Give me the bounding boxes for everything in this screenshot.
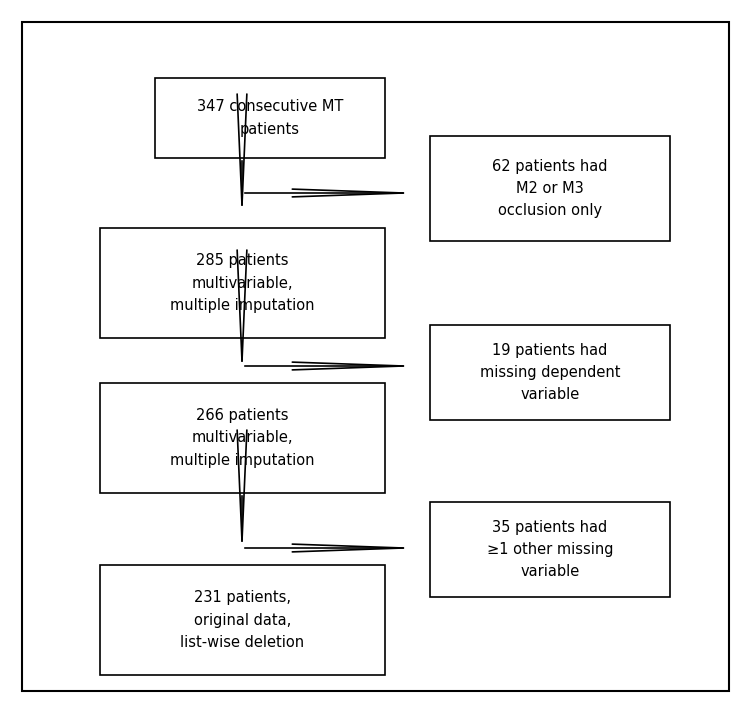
Text: 347 consecutive MT
patients: 347 consecutive MT patients bbox=[197, 99, 343, 137]
Text: 266 patients
multivariable,
multiple imputation: 266 patients multivariable, multiple imp… bbox=[170, 409, 315, 468]
Bar bbox=[430, 325, 670, 420]
Text: 35 patients had
≥1 other missing
variable: 35 patients had ≥1 other missing variabl… bbox=[487, 520, 614, 579]
Text: 231 patients,
original data,
list-wise deletion: 231 patients, original data, list-wise d… bbox=[180, 590, 305, 650]
Text: 285 patients
multivariable,
multiple imputation: 285 patients multivariable, multiple imp… bbox=[170, 253, 315, 313]
Bar bbox=[430, 502, 670, 597]
Bar bbox=[100, 565, 385, 675]
Bar bbox=[100, 228, 385, 338]
Text: 62 patients had
M2 or M3
occlusion only: 62 patients had M2 or M3 occlusion only bbox=[492, 159, 608, 218]
Bar bbox=[100, 383, 385, 493]
Text: 19 patients had
missing dependent
variable: 19 patients had missing dependent variab… bbox=[480, 343, 620, 402]
Bar bbox=[430, 136, 670, 241]
Bar bbox=[155, 78, 385, 158]
